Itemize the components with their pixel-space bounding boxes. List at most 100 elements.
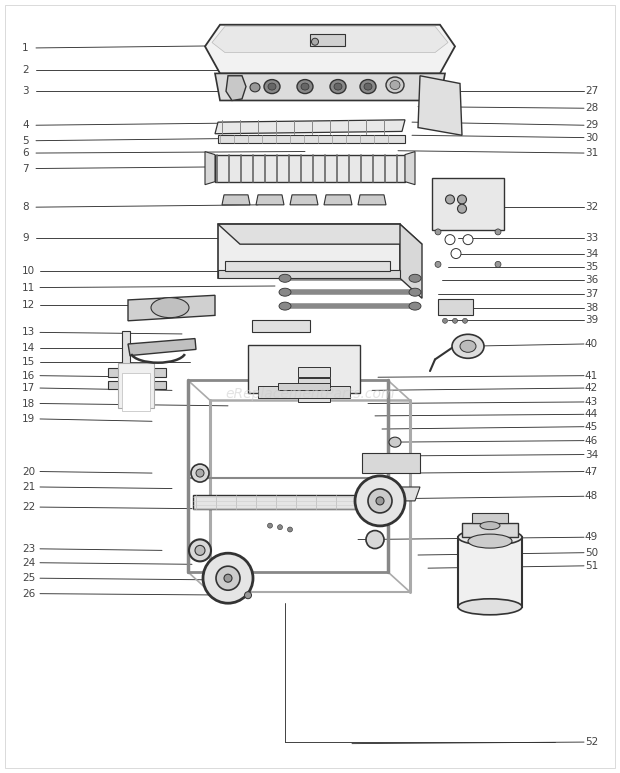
Text: 48: 48 — [585, 492, 598, 501]
Ellipse shape — [460, 340, 476, 352]
Polygon shape — [215, 73, 445, 100]
Text: 30: 30 — [585, 133, 598, 142]
Ellipse shape — [409, 302, 421, 310]
Text: 36: 36 — [585, 275, 598, 284]
Bar — [218, 135, 405, 143]
Bar — [298, 378, 330, 388]
Ellipse shape — [376, 497, 384, 505]
Ellipse shape — [297, 80, 313, 94]
Text: 44: 44 — [585, 410, 598, 419]
Text: 32: 32 — [585, 203, 598, 212]
Text: 9: 9 — [22, 233, 29, 243]
Text: 7: 7 — [22, 164, 29, 173]
Bar — [215, 155, 405, 182]
Bar — [258, 386, 350, 398]
Ellipse shape — [191, 464, 209, 482]
Polygon shape — [290, 195, 318, 205]
Text: 28: 28 — [585, 104, 598, 113]
Text: 34: 34 — [585, 249, 598, 258]
Ellipse shape — [151, 298, 189, 318]
Text: 20: 20 — [22, 467, 35, 476]
Text: 25: 25 — [22, 574, 35, 583]
Text: 40: 40 — [585, 339, 598, 349]
Ellipse shape — [452, 334, 484, 359]
Text: 14: 14 — [22, 343, 35, 352]
Text: 16: 16 — [22, 371, 35, 380]
Text: 41: 41 — [585, 371, 598, 380]
Text: 22: 22 — [22, 502, 35, 512]
Bar — [298, 367, 330, 377]
Ellipse shape — [334, 83, 342, 90]
Ellipse shape — [443, 318, 448, 323]
Ellipse shape — [189, 540, 211, 561]
Ellipse shape — [390, 80, 400, 90]
Bar — [193, 495, 383, 509]
Ellipse shape — [386, 77, 404, 93]
Bar — [108, 381, 166, 389]
Ellipse shape — [267, 523, 273, 528]
Polygon shape — [222, 195, 250, 205]
Text: 49: 49 — [585, 533, 598, 542]
Ellipse shape — [360, 80, 376, 94]
Text: 51: 51 — [585, 561, 598, 570]
Bar — [458, 537, 522, 607]
Ellipse shape — [279, 288, 291, 296]
Text: 33: 33 — [585, 233, 598, 243]
Text: 5: 5 — [22, 136, 29, 145]
Ellipse shape — [288, 527, 293, 532]
Bar — [298, 392, 330, 402]
Text: 50: 50 — [585, 548, 598, 557]
Text: 31: 31 — [585, 148, 598, 158]
Ellipse shape — [368, 489, 392, 513]
Bar — [218, 224, 400, 278]
Polygon shape — [218, 224, 422, 244]
Bar — [462, 523, 518, 537]
Bar — [122, 373, 150, 411]
Ellipse shape — [453, 318, 458, 323]
Ellipse shape — [409, 288, 421, 296]
Ellipse shape — [495, 229, 501, 235]
Polygon shape — [324, 195, 352, 205]
Text: 21: 21 — [22, 482, 35, 492]
Ellipse shape — [203, 553, 253, 603]
Polygon shape — [205, 152, 215, 185]
Text: 11: 11 — [22, 283, 35, 292]
Bar — [432, 179, 504, 230]
Ellipse shape — [495, 261, 501, 267]
Text: 18: 18 — [22, 399, 35, 408]
Bar — [472, 512, 508, 523]
Ellipse shape — [278, 525, 283, 530]
Text: 46: 46 — [585, 436, 598, 445]
Ellipse shape — [224, 574, 232, 582]
Bar — [118, 363, 154, 408]
Bar — [438, 299, 473, 315]
Text: 52: 52 — [585, 737, 598, 747]
Text: 2: 2 — [22, 65, 29, 74]
Ellipse shape — [389, 438, 401, 447]
Text: 39: 39 — [585, 315, 598, 325]
Text: 6: 6 — [22, 148, 29, 158]
Bar — [122, 331, 130, 393]
Text: 3: 3 — [22, 87, 29, 96]
Polygon shape — [418, 76, 462, 135]
Ellipse shape — [435, 261, 441, 267]
Ellipse shape — [364, 83, 372, 90]
Ellipse shape — [279, 302, 291, 310]
Ellipse shape — [311, 38, 319, 46]
Text: 42: 42 — [585, 383, 598, 393]
Polygon shape — [212, 26, 448, 53]
Text: 26: 26 — [22, 589, 35, 598]
Ellipse shape — [279, 274, 291, 282]
Bar — [225, 261, 390, 271]
Ellipse shape — [463, 235, 473, 244]
Text: eReplacementParts.com: eReplacementParts.com — [225, 387, 395, 401]
Text: 34: 34 — [585, 450, 598, 459]
Text: 1: 1 — [22, 43, 29, 53]
Bar — [362, 453, 420, 473]
Ellipse shape — [268, 83, 276, 90]
Text: 38: 38 — [585, 303, 598, 312]
Bar — [252, 320, 310, 332]
Text: 13: 13 — [22, 328, 35, 337]
Text: 15: 15 — [22, 357, 35, 366]
Polygon shape — [128, 339, 196, 356]
